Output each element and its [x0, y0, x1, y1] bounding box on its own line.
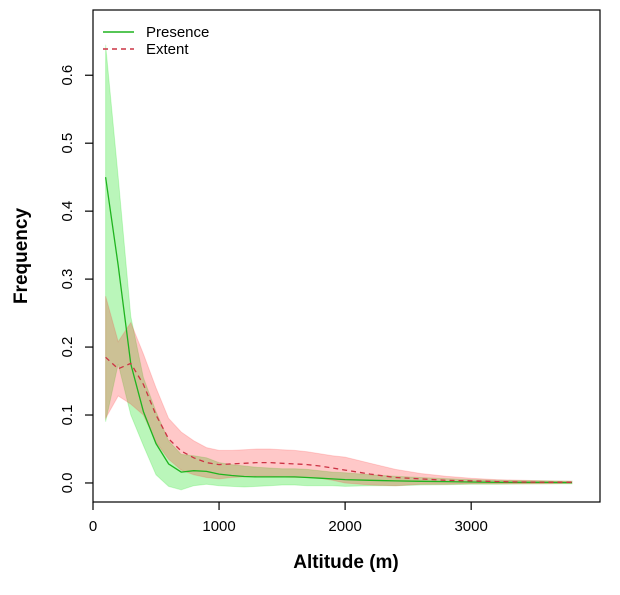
legend-presence-label: Presence: [146, 24, 209, 41]
plot-border: [92, 9, 601, 503]
extent-band: [105, 295, 573, 487]
y-tick-label: 0.5: [59, 133, 76, 154]
presence-band: [105, 44, 573, 491]
axis-ticks-layer: 0 1000 2000 3000 0.0 0.1 0.2 0.3 0.4 0.5 0.6: [59, 65, 488, 535]
y-tick-label: 0.1: [59, 405, 76, 426]
x-axis-title: Altitude (m): [293, 552, 399, 573]
x-tick-label: 3000: [454, 518, 487, 535]
y-tick-label: 0.0: [59, 473, 76, 494]
legend: Presence Extent: [103, 24, 209, 58]
legend-extent-label: Extent: [146, 41, 189, 58]
x-tick-label: 1000: [202, 518, 235, 535]
x-tick-label: 2000: [328, 518, 361, 535]
y-tick-label: 0.3: [59, 269, 76, 290]
presence-line: [104, 177, 573, 484]
x-tick-label: 0: [89, 518, 97, 535]
y-axis-title: Frequency: [11, 208, 32, 305]
y-tick-label: 0.2: [59, 337, 76, 358]
extent-line: [105, 356, 572, 483]
confidence-bands-layer: [105, 44, 573, 491]
y-tick-label: 0.4: [59, 201, 76, 222]
series-lines-layer: [104, 177, 573, 484]
y-tick-label: 0.6: [59, 65, 76, 86]
